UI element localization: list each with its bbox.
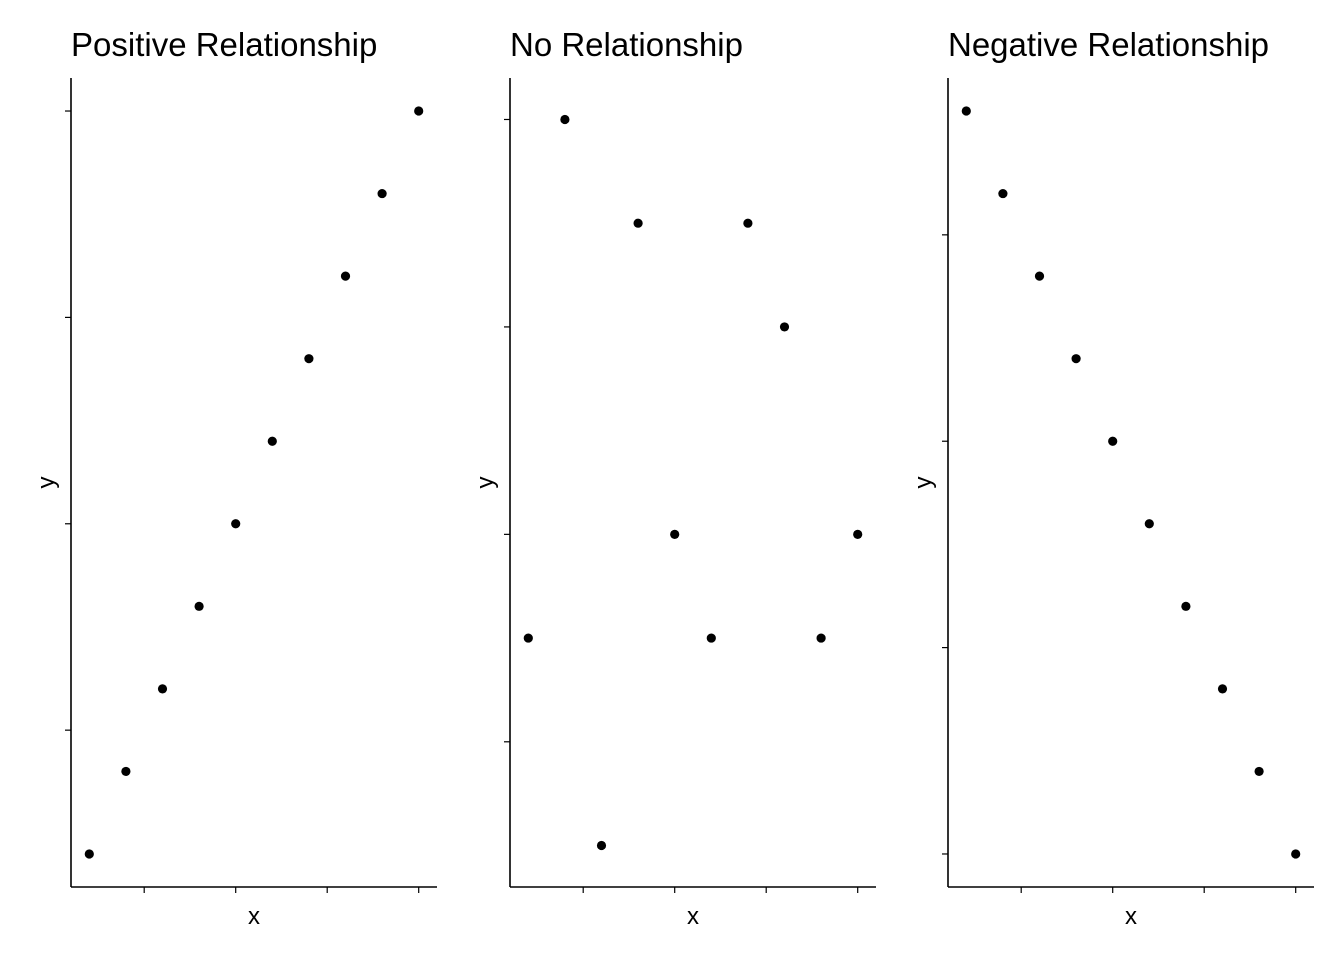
y-axis-label: y [33, 477, 60, 489]
data-point [633, 218, 643, 228]
data-point [1254, 766, 1264, 777]
data-point [853, 529, 863, 539]
data-point [816, 633, 826, 643]
data-point [157, 684, 168, 694]
data-point [84, 849, 94, 859]
data-point [961, 106, 971, 116]
data-point [414, 106, 424, 116]
data-point [377, 188, 387, 199]
data-point [1108, 436, 1118, 446]
data-point [1034, 271, 1045, 281]
data-point [304, 354, 314, 364]
chart-title: Positive Relationship [71, 26, 377, 63]
x-axis-label: x [1125, 903, 1137, 930]
data-point [523, 633, 533, 643]
x-axis-label: x [248, 903, 260, 930]
data-point [231, 519, 241, 529]
y-axis-label: y [472, 477, 499, 489]
data-point [596, 840, 607, 851]
data-point [998, 188, 1008, 199]
data-point [121, 766, 131, 777]
panel-none: No Relationship x y [472, 26, 876, 930]
data-point [670, 529, 680, 539]
data-point [340, 271, 351, 281]
data-point [1071, 354, 1081, 364]
panel-positive: Positive Relationship x y [33, 26, 437, 930]
data-point [1217, 684, 1228, 694]
data-point [560, 114, 570, 125]
data-point [1181, 601, 1191, 611]
panel-negative: Negative Relationship x y [910, 26, 1314, 930]
data-point [706, 633, 716, 643]
chart-title: No Relationship [510, 26, 743, 63]
data-point [779, 322, 790, 332]
chart-title: Negative Relationship [948, 26, 1269, 63]
y-axis-label: y [910, 477, 937, 489]
data-point [1291, 849, 1301, 859]
data-point [743, 218, 753, 228]
data-point [194, 601, 204, 611]
data-point [1144, 519, 1154, 529]
data-point [267, 436, 277, 446]
x-axis-label: x [687, 903, 699, 930]
